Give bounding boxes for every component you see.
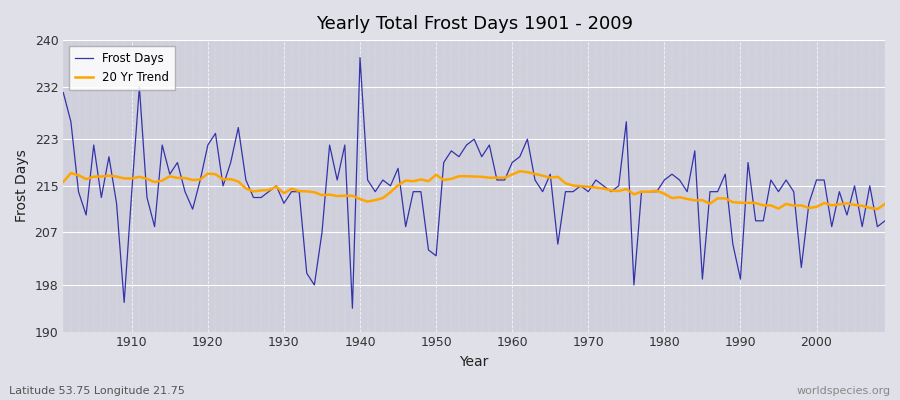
Frost Days [879,218,890,223]
20 Yr Trend [606,188,616,193]
Frost Days [58,90,68,95]
Legend: Frost Days, 20 Yr Trend: Frost Days, 20 Yr Trend [69,46,176,90]
Frost Days [347,306,358,311]
Frost Days [332,178,343,182]
Frost Days [522,137,533,142]
20 Yr Trend [872,207,883,212]
X-axis label: Year: Year [460,355,489,369]
Title: Yearly Total Frost Days 1901 - 2009: Yearly Total Frost Days 1901 - 2009 [316,15,633,33]
Text: worldspecies.org: worldspecies.org [796,386,891,396]
Frost Days [119,300,130,305]
Text: Latitude 53.75 Longitude 21.75: Latitude 53.75 Longitude 21.75 [9,386,184,396]
20 Yr Trend [332,194,343,198]
Line: 20 Yr Trend: 20 Yr Trend [63,171,885,209]
Y-axis label: Frost Days: Frost Days [15,150,29,222]
20 Yr Trend [119,176,130,181]
Frost Days [355,55,365,60]
Line: Frost Days: Frost Days [63,58,885,308]
20 Yr Trend [500,175,510,180]
20 Yr Trend [515,169,526,174]
Frost Days [286,189,297,194]
20 Yr Trend [507,172,517,177]
Frost Days [613,184,624,188]
20 Yr Trend [58,179,68,184]
Frost Days [515,154,526,159]
20 Yr Trend [286,186,297,191]
20 Yr Trend [879,202,890,206]
